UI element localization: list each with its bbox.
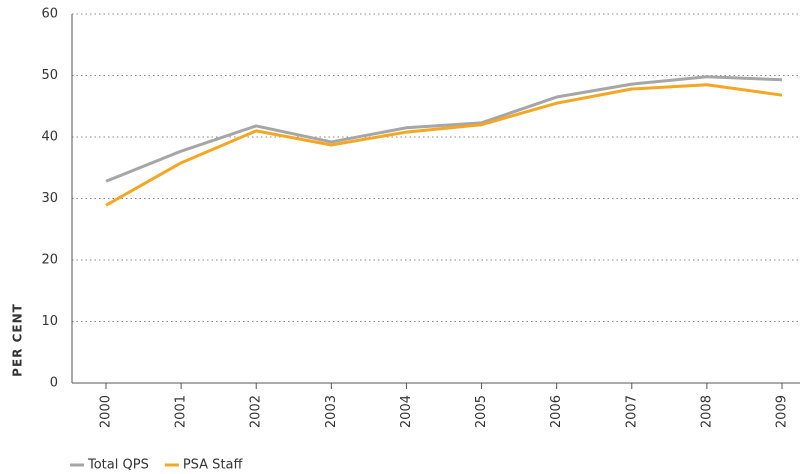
x-tick-label: 2007 — [624, 395, 639, 428]
y-tick-label: 50 — [41, 68, 58, 83]
x-tick-label: 2009 — [775, 395, 790, 428]
line-series — [105, 83, 783, 207]
line-series — [105, 75, 783, 183]
y-tick-label: 30 — [41, 191, 58, 206]
y-tick-label: 40 — [41, 130, 58, 145]
x-tick-label: 2002 — [249, 395, 264, 428]
x-tick-label: 2003 — [324, 395, 339, 428]
legend-label: PSA Staff — [183, 458, 244, 473]
y-tick-label: 20 — [41, 253, 58, 268]
x-tick-label: 2008 — [699, 395, 714, 428]
y-tick-label: 0 — [50, 376, 58, 391]
x-tick-label: 2005 — [474, 395, 489, 428]
y-axis-label: PER CENT — [11, 303, 25, 377]
y-tick-label: 60 — [41, 7, 58, 22]
x-tick-label: 2000 — [99, 395, 114, 428]
x-tick-label: 2001 — [174, 395, 189, 428]
x-tick-label: 2004 — [399, 395, 414, 428]
y-tick-label: 10 — [41, 314, 58, 329]
legend-label: Total QPS — [87, 458, 149, 473]
x-tick-label: 2006 — [549, 395, 564, 428]
